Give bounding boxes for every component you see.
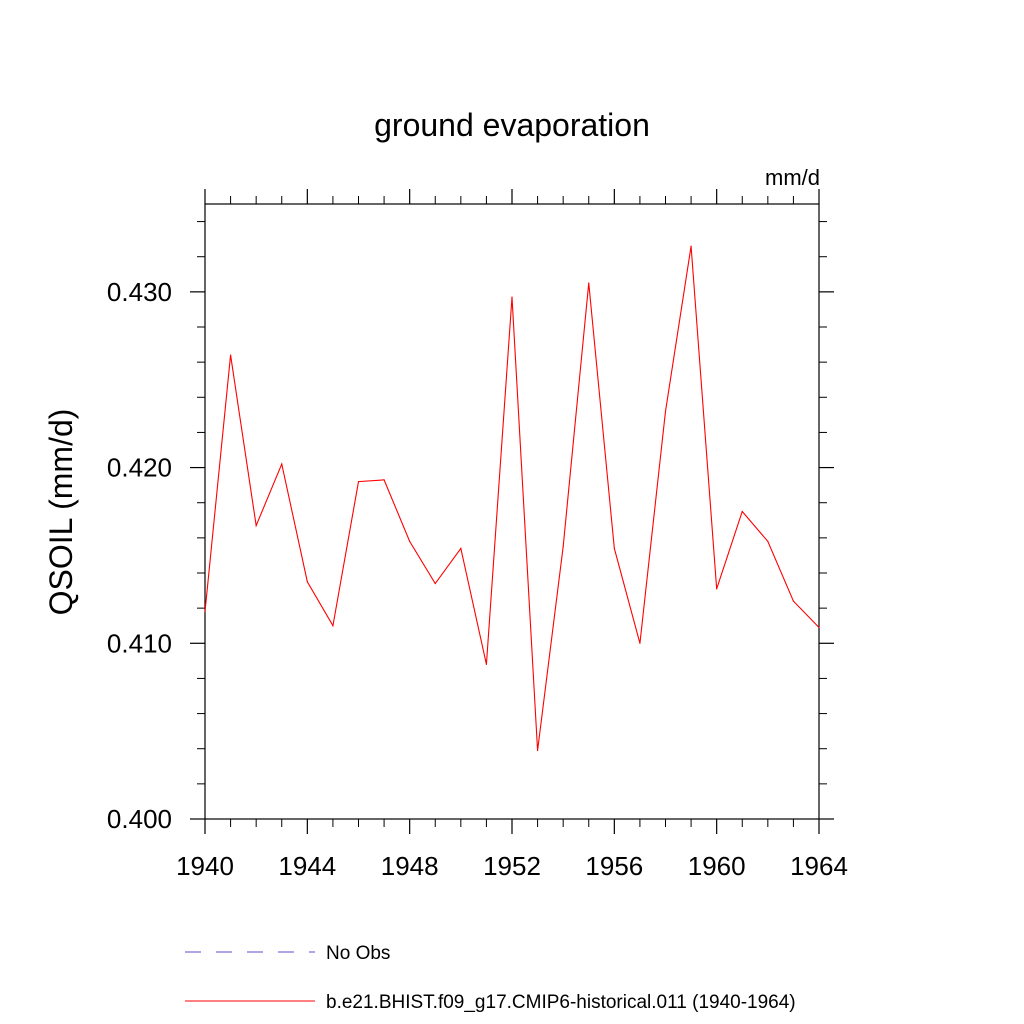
data-point <box>511 296 513 298</box>
axis-ticks: 1940 1944 1948 1952 1956 1960 1964 0.400 0.410 0.… <box>107 189 848 881</box>
data-point <box>204 611 206 613</box>
data-point <box>255 524 257 527</box>
data-point <box>460 547 462 550</box>
plot-frame <box>204 203 820 820</box>
x-tick-label: 1964 <box>790 851 848 881</box>
data-point <box>409 540 411 542</box>
y-tick-label: 0.420 <box>107 453 172 483</box>
data-point <box>229 354 232 356</box>
data-point <box>434 582 436 585</box>
data-point <box>281 463 283 465</box>
x-tick-label: 1944 <box>278 851 336 881</box>
series-line <box>204 246 820 751</box>
data-point <box>485 663 488 665</box>
series-lines <box>204 245 820 752</box>
data-point <box>741 510 743 513</box>
units-label: mm/d <box>765 165 820 190</box>
x-tick-label: 1940 <box>176 851 234 881</box>
legend: No Obs b.e21.BHIST.f09_g17.CMIP6-historic… <box>185 943 796 1013</box>
legend-label: b.e21.BHIST.f09_g17.CMIP6-historical.011… <box>326 992 796 1013</box>
x-tick-label: 1948 <box>381 851 439 881</box>
data-point <box>536 749 539 752</box>
y-tick-label: 0.400 <box>107 804 172 834</box>
chart-title: ground evaporation <box>374 107 650 143</box>
data-point <box>716 588 718 590</box>
x-tick-label: 1956 <box>585 851 643 881</box>
data-point <box>818 626 820 629</box>
data-point <box>690 245 692 247</box>
data-point <box>792 600 795 602</box>
x-tick-label: 1952 <box>483 851 541 881</box>
data-point <box>639 642 641 644</box>
data-point <box>664 410 667 412</box>
legend-label: No Obs <box>326 943 390 964</box>
y-axis-label: QSOIL (mm/d) <box>43 409 79 616</box>
data-point <box>306 581 308 583</box>
data-point <box>357 481 360 483</box>
data-point <box>383 479 385 481</box>
x-tick-label: 1960 <box>688 851 746 881</box>
data-point <box>332 625 334 627</box>
data-point <box>613 547 615 550</box>
data-point <box>588 282 590 284</box>
y-tick-label: 0.430 <box>107 277 172 307</box>
data-point <box>767 540 769 542</box>
y-tick-label: 0.410 <box>107 628 172 658</box>
data-point <box>562 546 564 548</box>
